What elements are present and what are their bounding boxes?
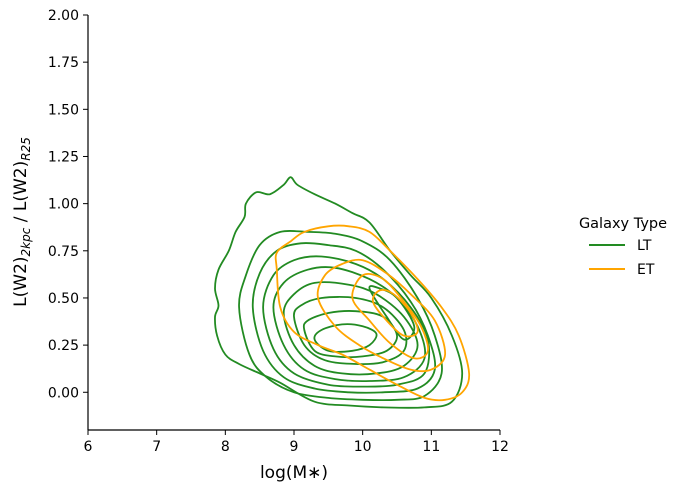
contour-et-level-3 [351, 273, 429, 360]
y-axis-title-main: L(W2) [11, 256, 31, 306]
x-tick-label: 10 [354, 439, 372, 455]
contour-lt-level-1 [214, 176, 464, 409]
x-tick-label: 6 [84, 439, 93, 455]
y-tick-label: 1.25 [48, 149, 79, 165]
x-tick-label: 12 [491, 439, 509, 455]
x-tick-label: 8 [221, 439, 230, 455]
contour-layer [214, 176, 471, 409]
series-lt-contours [214, 176, 464, 409]
x-axis-title: log(M∗) [260, 463, 328, 483]
contour-et-level-2 [316, 258, 447, 373]
y-tick-label: 0.50 [48, 291, 79, 307]
y-axis-title-sub-1: 2kpc [19, 227, 33, 256]
axes-layer [87, 15, 500, 431]
y-tick-label: 2.00 [48, 8, 79, 24]
contour-lt-level-8 [302, 310, 398, 359]
x-tick-label: 9 [290, 439, 299, 455]
y-tick-label: 0.25 [48, 338, 79, 354]
series-et-contours [274, 224, 471, 402]
y-tick-label: 1.50 [48, 102, 79, 118]
contour-lt-level-4 [262, 255, 431, 388]
legend: Galaxy Type LT ET [579, 216, 667, 278]
x-tick-label: 7 [152, 439, 161, 455]
y-tick-label: 1.75 [48, 55, 79, 71]
y-tick-label: 1.00 [48, 197, 79, 213]
y-tick-label: 0.75 [48, 244, 79, 260]
contour-et-level-1 [274, 224, 471, 402]
contour-et-level-4 [371, 289, 419, 338]
contour-lt-level-10 [368, 285, 416, 341]
legend-title: Galaxy Type [579, 216, 667, 232]
y-axis-title-sep: / L(W2) [11, 161, 31, 228]
y-axis-title: L(W2)2kpc / L(W2)R25 [11, 137, 33, 307]
legend-entries: LT ET [589, 238, 655, 278]
y-axis-title-sub-2: R25 [19, 137, 33, 161]
y-ticks: 0.00 0.25 0.50 0.75 1.00 1.25 1.50 1.75 2.00 [48, 8, 88, 401]
legend-label-et: ET [637, 262, 655, 278]
contour-lt-level-5 [272, 266, 426, 382]
contour-lt-level-2 [238, 229, 443, 402]
y-tick-label: 0.00 [48, 385, 79, 401]
x-tick-label: 11 [422, 439, 440, 455]
contour-lt-level-7 [293, 296, 408, 366]
contour-lt-level-3 [251, 242, 437, 394]
legend-label-lt: LT [637, 238, 652, 254]
x-ticks: 6 7 8 9 10 11 12 [84, 430, 509, 455]
contour-lt-level-6 [282, 281, 419, 376]
